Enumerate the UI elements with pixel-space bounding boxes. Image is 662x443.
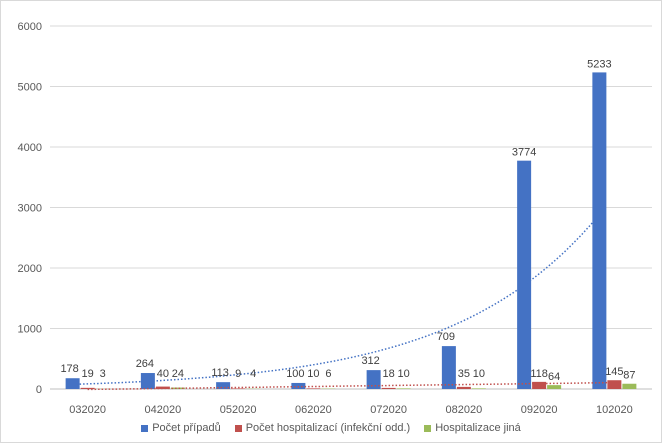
bar-1 bbox=[592, 72, 607, 389]
data-label: 35 bbox=[458, 368, 470, 380]
bar-1 bbox=[441, 346, 456, 389]
legend-label: Počet hospitalizací (infekční odd.) bbox=[245, 422, 411, 434]
bar-3 bbox=[622, 383, 637, 389]
x-tick-label: 042020 bbox=[145, 404, 182, 416]
data-label: 4 bbox=[250, 368, 256, 380]
data-label: 178 bbox=[60, 363, 78, 375]
y-tick-label: 5000 bbox=[18, 82, 42, 94]
x-tick-label: 032020 bbox=[69, 404, 106, 416]
legend-label: Hospitalizace jiná bbox=[435, 422, 521, 434]
bar-1 bbox=[216, 382, 231, 389]
legend-item: Hospitalizace jiná bbox=[424, 422, 521, 434]
data-label: 19 bbox=[82, 368, 94, 380]
data-label: 9 bbox=[235, 368, 241, 380]
bar-1 bbox=[65, 378, 80, 389]
data-label: 6 bbox=[325, 368, 331, 380]
legend-label: Počet případů bbox=[152, 422, 221, 434]
data-label: 64 bbox=[548, 371, 560, 383]
bar-1 bbox=[140, 373, 155, 389]
trendline bbox=[87, 381, 615, 391]
bar-2 bbox=[80, 387, 95, 389]
bar-2 bbox=[231, 388, 246, 389]
bar-3 bbox=[396, 388, 411, 389]
data-label: 145 bbox=[605, 366, 623, 378]
x-tick-label: 092020 bbox=[521, 404, 558, 416]
gridlines bbox=[50, 25, 652, 390]
data-label: 10 bbox=[473, 368, 485, 380]
legend: Počet případů Počet hospitalizací (infekč… bbox=[0, 422, 662, 434]
data-label: 3 bbox=[100, 368, 106, 380]
x-tick-label: 052020 bbox=[220, 404, 257, 416]
bars bbox=[65, 72, 637, 389]
x-tick-label: 082020 bbox=[446, 404, 483, 416]
bar-1 bbox=[366, 370, 381, 389]
legend-item: Počet případů bbox=[141, 422, 221, 434]
bar-2 bbox=[381, 387, 396, 389]
bar-2 bbox=[532, 381, 547, 389]
y-tick-label: 1000 bbox=[18, 324, 42, 336]
data-label: 312 bbox=[361, 355, 379, 367]
y-tick-label: 6000 bbox=[18, 21, 42, 33]
bar-1 bbox=[517, 160, 532, 389]
y-tick-label: 4000 bbox=[18, 142, 42, 154]
x-tick-label: 072020 bbox=[370, 404, 407, 416]
data-label: 264 bbox=[136, 358, 154, 370]
legend-swatch bbox=[424, 424, 432, 432]
data-label: 10 bbox=[398, 368, 410, 380]
y-tick-label: 3000 bbox=[18, 203, 42, 215]
legend-swatch bbox=[141, 424, 149, 432]
data-label: 3774 bbox=[512, 147, 536, 159]
data-label: 113 bbox=[211, 367, 229, 379]
bar-2 bbox=[306, 388, 321, 389]
legend-item: Počet hospitalizací (infekční odd.) bbox=[234, 422, 411, 434]
data-label: 18 bbox=[383, 368, 395, 380]
data-label: 40 bbox=[157, 368, 169, 380]
bar-3 bbox=[547, 385, 562, 389]
data-label: 87 bbox=[623, 370, 635, 382]
bar-2 bbox=[607, 380, 622, 389]
bar-3 bbox=[170, 387, 185, 389]
legend-swatch bbox=[234, 424, 242, 432]
y-axis: 0 1000 2000 3000 4000 5000 6000 bbox=[18, 21, 42, 396]
x-axis: 032020 042020 052020 062020 072020 082020 0920… bbox=[69, 404, 632, 416]
data-label: 10 bbox=[307, 368, 319, 380]
y-tick-label: 2000 bbox=[18, 263, 42, 275]
bar-3 bbox=[471, 388, 486, 389]
data-label: 709 bbox=[437, 331, 455, 343]
bar-2 bbox=[155, 386, 170, 389]
data-label: 5233 bbox=[587, 58, 611, 70]
bar-2 bbox=[456, 386, 471, 389]
y-tick-label: 0 bbox=[36, 384, 42, 396]
trendlines bbox=[72, 214, 615, 391]
x-tick-label: 102020 bbox=[596, 404, 633, 416]
data-label: 100 bbox=[286, 368, 304, 380]
data-label: 24 bbox=[172, 368, 184, 380]
data-label: 118 bbox=[530, 368, 548, 380]
trendline bbox=[72, 214, 600, 386]
x-tick-label: 062020 bbox=[295, 404, 332, 416]
